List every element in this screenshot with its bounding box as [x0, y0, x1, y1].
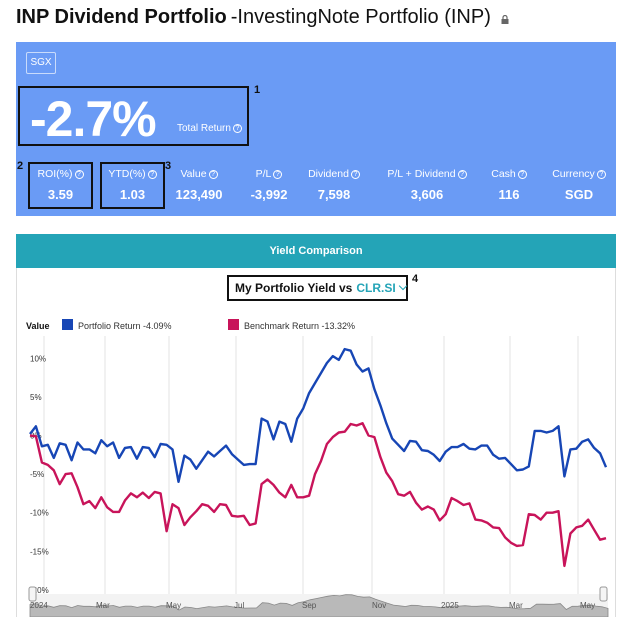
roi-highlight-box [28, 162, 93, 209]
benchmark-selector[interactable]: My Portfolio Yield vs CLR.SI [227, 275, 408, 301]
metric-roi: ROI(%)? 3.59 [30, 168, 91, 202]
y-tick-label: 5% [30, 393, 42, 402]
total-return-box: -2.7% Total Return? [18, 86, 249, 147]
legend-item-label: Portfolio Return -4.09% [78, 321, 172, 331]
help-icon[interactable]: ? [596, 170, 606, 179]
metric-value: 3,606 [410, 187, 444, 202]
portfolio-name: INP Dividend Portfolio [16, 6, 227, 28]
metric-dividend: Dividend? 7,598 [304, 168, 364, 202]
navigator-label: Nov [372, 601, 386, 610]
metric-value: SGD [564, 187, 594, 202]
yield-comparison-panel: My Portfolio Yield vs CLR.SI 4 [16, 268, 616, 617]
ytd-highlight-box [100, 162, 165, 209]
metric-label: P/L? [242, 168, 296, 180]
y-tick-label: -5% [30, 470, 44, 479]
lock-icon [501, 15, 509, 24]
annotation-4: 4 [412, 273, 419, 285]
y-tick-label: -15% [30, 547, 49, 556]
navigator-label: Mar [96, 601, 110, 610]
metric-label: Currency? [544, 168, 614, 180]
help-icon[interactable]: ? [517, 170, 527, 179]
yield-comparison-header: Yield Comparison [16, 234, 616, 268]
yield-comparison-chart: Value Portfolio Return -4.09% Benchmark Re… [26, 319, 609, 617]
metric-value: -3,992 [250, 187, 288, 202]
annotation-3: 3 [165, 160, 172, 172]
benchmark-return-line [29, 421, 607, 568]
navigator-label: Jul [234, 601, 244, 610]
navigator-label: 2024 [30, 601, 48, 610]
metric-pl-dividend: P/L + Dividend? 3,606 [384, 168, 470, 202]
metric-label: Value? [174, 168, 224, 180]
metric-pl: P/L? -3,992 [242, 168, 296, 202]
metric-label: P/L + Dividend? [384, 168, 470, 180]
metric-value: 7,598 [317, 187, 351, 202]
metric-value: 1.03 [119, 187, 146, 202]
portfolio-summary-panel: SGX -2.7% Total Return? 1 2 3 ROI(%)? 3.… [16, 42, 616, 216]
y-tick-label: -10% [30, 509, 49, 518]
portfolio-return-line [29, 347, 608, 484]
legend-swatch [228, 319, 239, 330]
navigator-label: May [166, 601, 181, 610]
annotation-2: 2 [17, 160, 24, 172]
legend-title: Value [26, 321, 50, 331]
y-tick-label: 10% [30, 354, 46, 363]
navigator-label: Sep [302, 601, 317, 610]
metric-cash: Cash? 116 [484, 168, 534, 202]
metric-label: Cash? [484, 168, 534, 180]
chart-navigator: 2024 Mar May Jul Sep Nov 2025 Mar May [28, 586, 609, 617]
metric-currency: Currency? SGD [544, 168, 614, 202]
metric-value: 116 [498, 187, 520, 202]
navigator-handle-left[interactable] [28, 586, 37, 602]
help-icon[interactable]: ? [147, 170, 157, 179]
portfolio-subtitle: -InvestingNote Portfolio (INP) [230, 6, 491, 28]
help-icon[interactable]: ? [74, 170, 84, 179]
metric-value-total: Value? 123,490 [174, 168, 224, 202]
help-icon[interactable]: ? [457, 170, 467, 179]
navigator-label: Mar [509, 601, 523, 610]
metric-label: ROI(%)? [30, 168, 91, 180]
y-tick-label: -20% [30, 586, 49, 595]
exchange-badge[interactable]: SGX [26, 52, 56, 74]
annotation-1: 1 [254, 84, 261, 96]
metric-label: YTD(%)? [102, 168, 163, 180]
navigator-label: May [580, 601, 595, 610]
legend-item-label: Benchmark Return -13.32% [244, 321, 355, 331]
page-title: INP Dividend Portfolio -InvestingNote Po… [16, 6, 509, 29]
benchmark-ticker[interactable]: CLR.SI [356, 281, 396, 295]
metric-value: 123,490 [175, 187, 223, 202]
help-icon[interactable]: ? [232, 124, 242, 133]
legend-swatch [62, 319, 73, 330]
help-icon[interactable]: ? [273, 170, 283, 179]
navigator-area [29, 594, 609, 617]
help-icon[interactable]: ? [350, 170, 360, 179]
metric-value: 3.59 [47, 187, 74, 202]
metric-label: Dividend? [304, 168, 364, 180]
help-icon[interactable]: ? [208, 170, 218, 179]
total-return-value: -2.7% [30, 91, 157, 147]
navigator-label: 2025 [441, 601, 459, 610]
selector-prefix: My Portfolio Yield vs [235, 281, 353, 295]
metric-ytd: YTD(%)? 1.03 [102, 168, 163, 202]
total-return-label: Total Return? [177, 123, 242, 134]
navigator-handle-right[interactable] [599, 586, 608, 602]
chart-legend: Value Portfolio Return -4.09% Benchmark Re… [26, 319, 355, 331]
